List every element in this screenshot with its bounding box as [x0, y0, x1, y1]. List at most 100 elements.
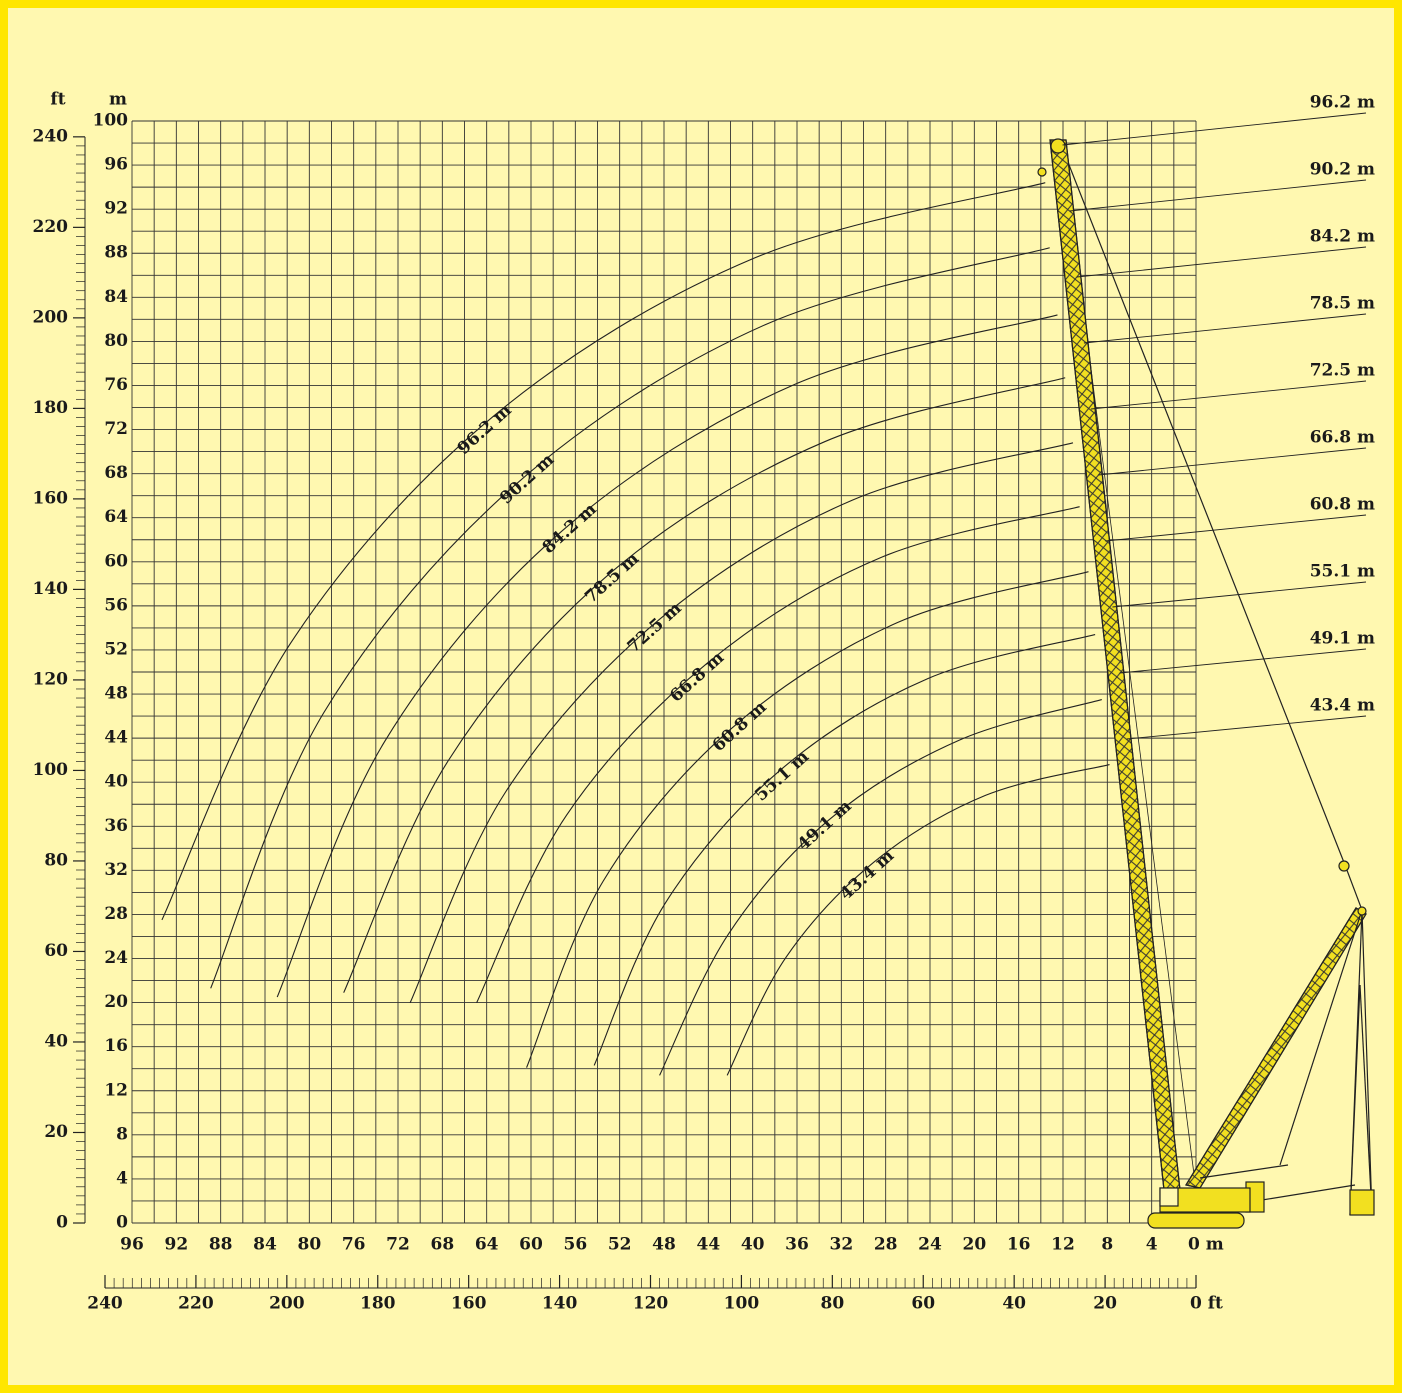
leader-line — [1126, 715, 1367, 740]
y2-tick-label: 40 — [44, 1031, 68, 1051]
range-curve — [593, 634, 1096, 1066]
y-tick-label: 56 — [104, 595, 128, 615]
x2-tick-label: 220 — [178, 1294, 214, 1314]
x2-tick-label: 140 — [542, 1294, 578, 1314]
y-tick-label: 16 — [104, 1036, 128, 1056]
leader-line — [1098, 447, 1367, 476]
pulley — [1338, 860, 1350, 872]
x-tick-label: 60 — [519, 1235, 543, 1255]
hook — [1037, 167, 1047, 177]
legend-label: 72.5 m — [1310, 361, 1375, 381]
x2-tick-label: 20 — [1093, 1294, 1117, 1314]
backstay — [1361, 909, 1373, 1216]
y-tick-label: 44 — [104, 728, 128, 748]
range-curve — [409, 442, 1074, 1003]
legend-label: 55.1 m — [1310, 562, 1375, 582]
cab — [1159, 1187, 1179, 1207]
y-tick-label: 12 — [104, 1080, 128, 1100]
leader-line — [1105, 514, 1367, 542]
range-curve — [161, 182, 1046, 921]
x2-tick-label: 60 — [911, 1294, 935, 1314]
x2-tick-label: 200 — [269, 1294, 305, 1314]
x2-tick-label: 40 — [1002, 1294, 1026, 1314]
y-unit: m — [109, 90, 127, 110]
y-tick-label: 28 — [104, 904, 128, 924]
y-tick-label: 84 — [104, 287, 128, 307]
y2-tick-label: 0 — [56, 1213, 68, 1233]
x-tick-label: 16 — [1007, 1235, 1031, 1255]
x-tick-label: 4 — [1146, 1235, 1158, 1255]
x-tick-label: 20 — [962, 1235, 986, 1255]
x2-tick-label: 100 — [724, 1294, 760, 1314]
y-tick-label: 64 — [104, 507, 128, 527]
tie-bar — [1261, 1184, 1356, 1201]
y-tick-label: 32 — [104, 860, 128, 880]
y-tick-label: 100 — [93, 111, 129, 131]
x-tick-label: 48 — [652, 1235, 676, 1255]
x2-tick-label: 80 — [820, 1294, 844, 1314]
y-tick-label: 24 — [104, 948, 128, 968]
legend-label: 66.8 m — [1310, 428, 1375, 448]
x-tick-label: 52 — [608, 1235, 632, 1255]
x-tick-label: 8 — [1101, 1235, 1113, 1255]
y2-tick-label: 140 — [33, 579, 69, 599]
x-tick-label: 0 m — [1188, 1235, 1224, 1255]
legend-label: 90.2 m — [1310, 160, 1375, 180]
x-tick-label: 28 — [874, 1235, 898, 1255]
range-curve — [276, 314, 1058, 998]
x-tick-label: 12 — [1051, 1235, 1075, 1255]
x-tick-label: 36 — [785, 1235, 809, 1255]
y-tick-label: 96 — [104, 155, 128, 175]
crawler-track — [1147, 1212, 1245, 1229]
y2-tick-label: 160 — [33, 488, 69, 508]
y-tick-label: 76 — [104, 375, 128, 395]
y-tick-label: 8 — [116, 1124, 128, 1144]
y-tick-label: 0 — [116, 1213, 128, 1233]
leader-line — [1119, 648, 1367, 674]
legend-label: 60.8 m — [1310, 495, 1375, 515]
y2-tick-label: 20 — [44, 1122, 68, 1142]
leader-line — [1091, 380, 1367, 410]
y2-tick-label: 100 — [33, 760, 69, 780]
y-tick-label: 40 — [104, 772, 128, 792]
x-tick-label: 40 — [741, 1235, 765, 1255]
y-tick-label: 72 — [104, 419, 128, 439]
crane-drawing — [1037, 138, 1375, 1229]
y-tick-label: 48 — [104, 684, 128, 704]
range-curve — [726, 764, 1110, 1076]
range-curve — [210, 247, 1050, 989]
x-tick-label: 92 — [164, 1235, 188, 1255]
backstay — [1279, 909, 1363, 1166]
y-tick-label: 80 — [104, 331, 128, 351]
legend-label: 49.1 m — [1310, 629, 1375, 649]
y-tick-label: 52 — [104, 639, 128, 659]
leader-line — [1062, 112, 1367, 146]
tie-bar — [1199, 1164, 1289, 1179]
leader-line — [1069, 179, 1367, 212]
leader-line — [1076, 246, 1367, 278]
guy-line — [1059, 141, 1346, 866]
range-curve — [476, 506, 1080, 1003]
y-tick-label: 60 — [104, 551, 128, 571]
x2-tick-label: 0 ft — [1190, 1294, 1223, 1314]
pendant — [1359, 984, 1373, 1216]
y2-tick-label: 180 — [33, 398, 69, 418]
legend-label: 84.2 m — [1310, 227, 1375, 247]
derrick-lattice — [1185, 907, 1367, 1189]
y-tick-label: 20 — [104, 992, 128, 1012]
x-tick-label: 84 — [253, 1235, 277, 1255]
x-tick-label: 44 — [696, 1235, 720, 1255]
x-tick-label: 76 — [342, 1235, 366, 1255]
range-curve — [659, 699, 1102, 1076]
y2-tick-label: 200 — [33, 307, 69, 327]
x2-tick-label: 120 — [633, 1294, 669, 1314]
y2-tick-label: 120 — [33, 669, 69, 689]
y-tick-label: 4 — [116, 1168, 128, 1188]
x-tick-label: 88 — [209, 1235, 233, 1255]
y-tick-label: 92 — [104, 199, 128, 219]
range-curve — [526, 571, 1089, 1068]
y-tick-label: 36 — [104, 816, 128, 836]
pendant — [1349, 984, 1361, 1216]
